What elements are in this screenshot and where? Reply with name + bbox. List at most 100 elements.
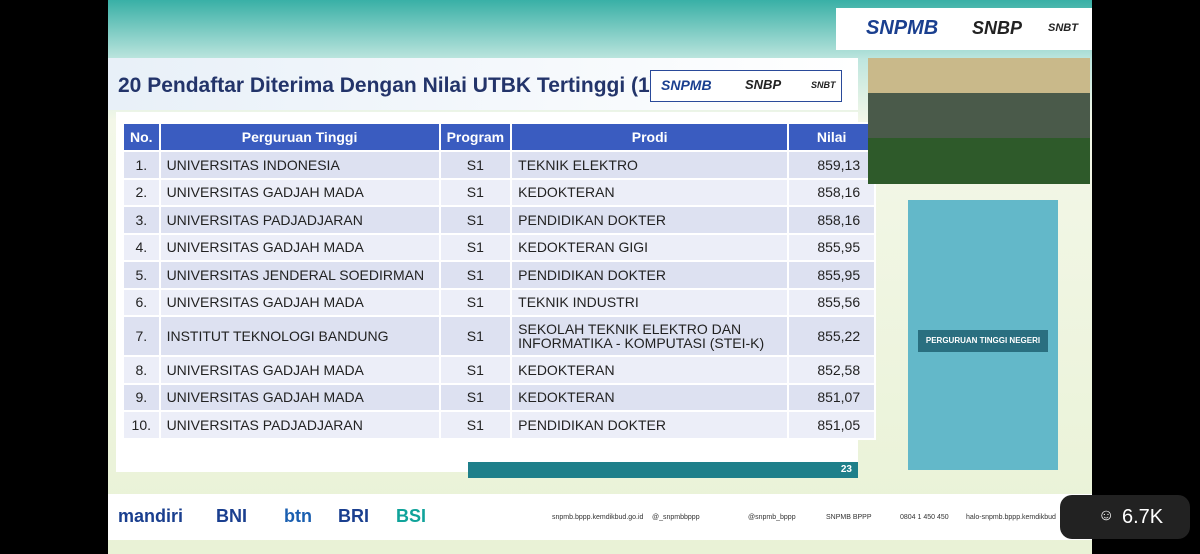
table-cell: INSTITUT TEKNOLOGI BANDUNG	[158, 315, 441, 357]
sponsor: BNI	[216, 506, 247, 526]
table-cell: S1	[438, 177, 513, 207]
table-cell: 851,05	[787, 410, 877, 440]
table-row: 4. UNIVERSITAS GADJAH MADA S1 KEDOKTERAN GI…	[122, 232, 877, 262]
logo: SNPMB	[866, 17, 939, 39]
table-cell: TEKNIK INDUSTRI	[510, 287, 790, 317]
table-cell: S1	[438, 315, 513, 357]
table-cell: UNIVERSITAS GADJAH MADA	[158, 177, 441, 207]
table-cell: 2.	[122, 177, 161, 207]
contact: @_snpmbbppp	[652, 514, 700, 521]
column-header: Prodi	[510, 122, 790, 152]
table-cell: KEDOKTERAN	[510, 177, 790, 207]
table-cell: KEDOKTERAN	[510, 382, 790, 412]
video-feed	[868, 58, 1090, 184]
table-cell: UNIVERSITAS GADJAH MADA	[158, 355, 441, 385]
header-row: No. Perguruan Tinggi Program Prodi Nilai	[122, 122, 877, 152]
table-cell: SEKOLAH TEKNIK ELEKTRO DAN INFORMATIKA -…	[510, 315, 790, 357]
table-row: 1. UNIVERSITAS INDONESIA S1 TEKNIK ELEKTRO 8…	[122, 150, 877, 180]
sponsor: BRI	[338, 506, 369, 526]
results-table: No. Perguruan Tinggi Program Prodi Nilai 1. UN…	[122, 122, 877, 440]
contact: halo-snpmb.bppp.kemdikbud	[966, 514, 1056, 521]
sponsor: mandiri	[118, 506, 184, 526]
contact: snpmb.bppp.kemdikbud.go.id	[552, 514, 644, 521]
video-plants	[868, 138, 1090, 184]
footer: mandiri BNI btn BRI BSI snpmb.bppp.kemdi…	[108, 494, 1092, 540]
table-cell: 9.	[122, 382, 161, 412]
table-cell: 3.	[122, 205, 161, 235]
person-icon: ☺	[1098, 507, 1115, 524]
contact: @snpmb_bppp	[748, 514, 796, 521]
logo: SNPMB	[661, 77, 712, 93]
building: PERGURUAN TINGGI NEGERI	[908, 200, 1058, 470]
table-row: 9. UNIVERSITAS GADJAH MADA S1 KEDOKTERAN 851…	[122, 382, 877, 412]
table-cell: KEDOKTERAN	[510, 355, 790, 385]
table-cell: 7.	[122, 315, 161, 357]
logo: SNBT	[1048, 22, 1078, 34]
viewer-count: 6.7K	[1122, 506, 1164, 528]
table-cell: 10.	[122, 410, 161, 440]
table-cell: S1	[438, 260, 513, 290]
table-row: 2. UNIVERSITAS GADJAH MADA S1 KEDOKTERAN 858…	[122, 177, 877, 207]
table-cell: 851,07	[787, 382, 877, 412]
table-cell: S1	[438, 205, 513, 235]
table-cell: UNIVERSITAS JENDERAL SOEDIRMAN	[158, 260, 441, 290]
table-cell: UNIVERSITAS INDONESIA	[158, 150, 441, 180]
table-cell: UNIVERSITAS GADJAH MADA	[158, 232, 441, 262]
table-row: 5. UNIVERSITAS JENDERAL SOEDIRMAN S1 PENDID…	[122, 260, 877, 290]
table-row: 8. UNIVERSITAS GADJAH MADA S1 KEDOKTERAN 852…	[122, 355, 877, 385]
table-cell: 858,16	[787, 177, 877, 207]
table-cell: 5.	[122, 260, 161, 290]
column-header: Perguruan Tinggi	[158, 122, 441, 152]
logo: SNBT	[811, 80, 836, 90]
contact: 0804 1 450 450	[900, 514, 949, 521]
table-cell: S1	[438, 382, 513, 412]
contact: SNPMB BPPP	[826, 514, 872, 521]
table-cell: UNIVERSITAS GADJAH MADA	[158, 382, 441, 412]
logo: SNBP	[745, 77, 782, 92]
table-cell: 858,16	[787, 205, 877, 235]
logo: SNBP	[972, 18, 1023, 38]
sponsor: BSI	[396, 506, 427, 526]
column-header: Program	[438, 122, 513, 152]
building-sign: PERGURUAN TINGGI NEGERI	[918, 330, 1048, 352]
column-header: No.	[122, 122, 161, 152]
page-band: 23	[468, 462, 858, 478]
table-cell: 855,95	[787, 232, 877, 262]
table-cell: 855,22	[787, 315, 877, 357]
page-number: 23	[840, 464, 852, 475]
viewer-badge[interactable]: 6.7K ☺	[1060, 495, 1190, 539]
table-cell: 6.	[122, 287, 161, 317]
table-cell: KEDOKTERAN GIGI	[510, 232, 790, 262]
table-row: 3. UNIVERSITAS PADJADJARAN S1 PENDIDIKAN DO…	[122, 205, 877, 235]
slide: SNPMB SNBP SNBT 20 Pendaftar Diterima De…	[108, 0, 1092, 554]
table-row: 10. UNIVERSITAS PADJADJARAN S1 PENDIDIKAN D…	[122, 410, 877, 440]
column-header: Nilai	[787, 122, 877, 152]
sponsor: btn	[284, 506, 312, 526]
table-row: 6. UNIVERSITAS GADJAH MADA S1 TEKNIK INDUST…	[122, 287, 877, 317]
table-cell: 859,13	[787, 150, 877, 180]
table-cell: 855,56	[787, 287, 877, 317]
table-cell: UNIVERSITAS PADJADJARAN	[158, 205, 441, 235]
table-cell: S1	[438, 287, 513, 317]
video-backdrop	[868, 58, 1090, 93]
table-cell: PENDIDIKAN DOKTER	[510, 410, 790, 440]
table-cell: 8.	[122, 355, 161, 385]
table-cell: PENDIDIKAN DOKTER	[510, 260, 790, 290]
table-cell: TEKNIK ELEKTRO	[510, 150, 790, 180]
table-cell: 855,95	[787, 260, 877, 290]
table-cell: 852,58	[787, 355, 877, 385]
table-cell: 4.	[122, 232, 161, 262]
table-cell: 1.	[122, 150, 161, 180]
table-cell: UNIVERSITAS PADJADJARAN	[158, 410, 441, 440]
table-cell: S1	[438, 232, 513, 262]
table-row: 7. INSTITUT TEKNOLOGI BANDUNG S1 SEKOLAH TE…	[122, 315, 877, 357]
table-cell: S1	[438, 150, 513, 180]
table-cell: PENDIDIKAN DOKTER	[510, 205, 790, 235]
table-cell: S1	[438, 410, 513, 440]
table-cell: S1	[438, 355, 513, 385]
title-logos: SNPMB SNBP SNBT	[650, 70, 842, 102]
slide-title: 20 Pendaftar Diterima Dengan Nilai UTBK …	[118, 74, 657, 97]
table-cell: UNIVERSITAS GADJAH MADA	[158, 287, 441, 317]
logo-bar: SNPMB SNBP SNBT	[836, 8, 1092, 50]
